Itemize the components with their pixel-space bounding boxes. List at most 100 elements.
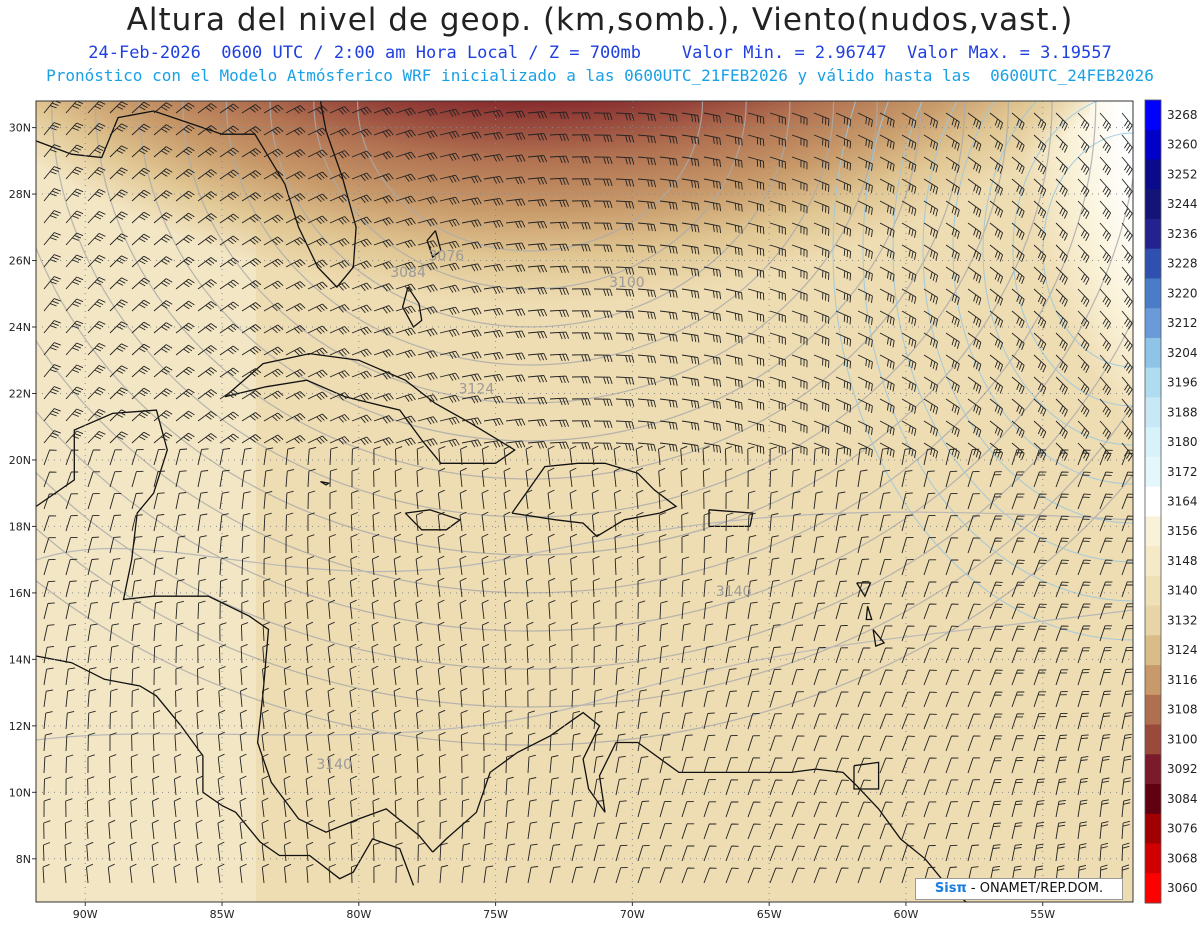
wind-barb (241, 600, 249, 620)
wind-barb (835, 580, 848, 598)
wind-barb (373, 195, 394, 204)
colorbar-label: 3260 (1167, 138, 1198, 152)
wind-barb (152, 732, 160, 752)
contour-label: 3140 (716, 584, 752, 600)
wind-barb (174, 731, 182, 752)
wind-barb (417, 240, 438, 249)
wind-barb (681, 734, 693, 752)
wind-barb (901, 178, 917, 194)
wind-barb (417, 798, 425, 818)
wind-barb (879, 420, 895, 436)
wind-barb (43, 732, 53, 752)
colorbar-swatch (1145, 754, 1161, 785)
wind-barb (835, 669, 849, 686)
wind-barb (1055, 222, 1068, 241)
wind-barb (1121, 244, 1133, 264)
wind-barb (989, 713, 1003, 730)
wind-barb (1121, 112, 1133, 132)
wind-barb (901, 581, 915, 598)
wind-barb (241, 280, 262, 290)
wind-barb (373, 327, 394, 336)
wind-barb (307, 369, 328, 379)
wind-barb (1033, 354, 1047, 373)
wind-barb (195, 797, 203, 818)
wind-barb (592, 555, 600, 576)
wind-barb (1033, 449, 1047, 466)
wind-barb (175, 492, 187, 510)
wind-barb (747, 442, 765, 455)
wind-barb (725, 244, 743, 256)
wind-barb (857, 354, 873, 369)
wind-barb (813, 376, 830, 390)
wind-barb (285, 447, 295, 466)
wind-barb (725, 178, 743, 190)
wind-barb (614, 533, 622, 554)
wind-barb (459, 599, 467, 620)
wind-barb (945, 647, 959, 664)
wind-barb (791, 112, 808, 126)
wind-barb (703, 178, 722, 190)
wind-barb (593, 310, 613, 319)
wind-barb (591, 467, 599, 488)
wind-barb (219, 213, 240, 224)
wind-barb (769, 801, 783, 818)
wind-barb (217, 841, 225, 862)
wind-barb (43, 558, 56, 576)
colorbar-swatch (1145, 575, 1161, 607)
wind-barb (505, 710, 513, 730)
wind-barb (769, 845, 783, 862)
wind-barb (173, 863, 181, 884)
wind-barb (901, 112, 917, 128)
wind-barb (945, 757, 959, 774)
wind-barb (1121, 646, 1133, 664)
wind-barb (769, 513, 779, 532)
wind-barb (349, 599, 357, 620)
wind-barb (747, 534, 757, 554)
coastline-segment (432, 711, 967, 902)
wind-barb (108, 776, 116, 796)
wind-barb (967, 647, 981, 664)
wind-barb (1077, 515, 1091, 532)
wind-barb (350, 819, 358, 840)
wind-barb (703, 288, 722, 300)
wind-barb (791, 332, 808, 346)
wind-barb (879, 669, 893, 686)
wind-barb (989, 310, 1004, 328)
wind-barb (527, 843, 538, 862)
wind-barb (571, 134, 591, 142)
wind-barb (197, 389, 217, 400)
wind-barb (239, 841, 247, 862)
wind-barb (261, 863, 269, 884)
wind-barb (65, 430, 84, 444)
wind-barb (239, 775, 247, 796)
colorbar-label: 3140 (1167, 584, 1198, 598)
wind-barb (879, 376, 895, 392)
wind-barb (615, 156, 635, 165)
wind-barb (923, 310, 939, 327)
colorbar-label: 3100 (1167, 732, 1198, 746)
wind-barb (483, 329, 504, 338)
wind-barb (1121, 712, 1133, 730)
wind-barb (395, 173, 416, 182)
wind-barb (923, 845, 936, 862)
wind-barb (175, 557, 185, 576)
wind-barb (615, 420, 635, 429)
wind-barb (1099, 559, 1113, 576)
wind-barb (725, 512, 734, 532)
wind-barb (197, 125, 217, 136)
wind-barb (262, 600, 271, 620)
wind-barb (791, 557, 802, 576)
wind-barb (417, 130, 438, 139)
wind-barb (130, 754, 138, 774)
colorbar-swatch (1145, 278, 1161, 309)
colorbar-label: 3228 (1167, 257, 1198, 271)
wind-barb (901, 603, 915, 620)
wind-barb (151, 819, 159, 840)
wind-barb (901, 222, 917, 238)
wind-barb (1011, 691, 1025, 708)
wind-barb (571, 332, 591, 340)
wind-barb (1099, 712, 1111, 730)
wind-barb (1055, 537, 1069, 554)
wind-barb (835, 398, 852, 413)
lat-label: 22N (9, 387, 31, 400)
